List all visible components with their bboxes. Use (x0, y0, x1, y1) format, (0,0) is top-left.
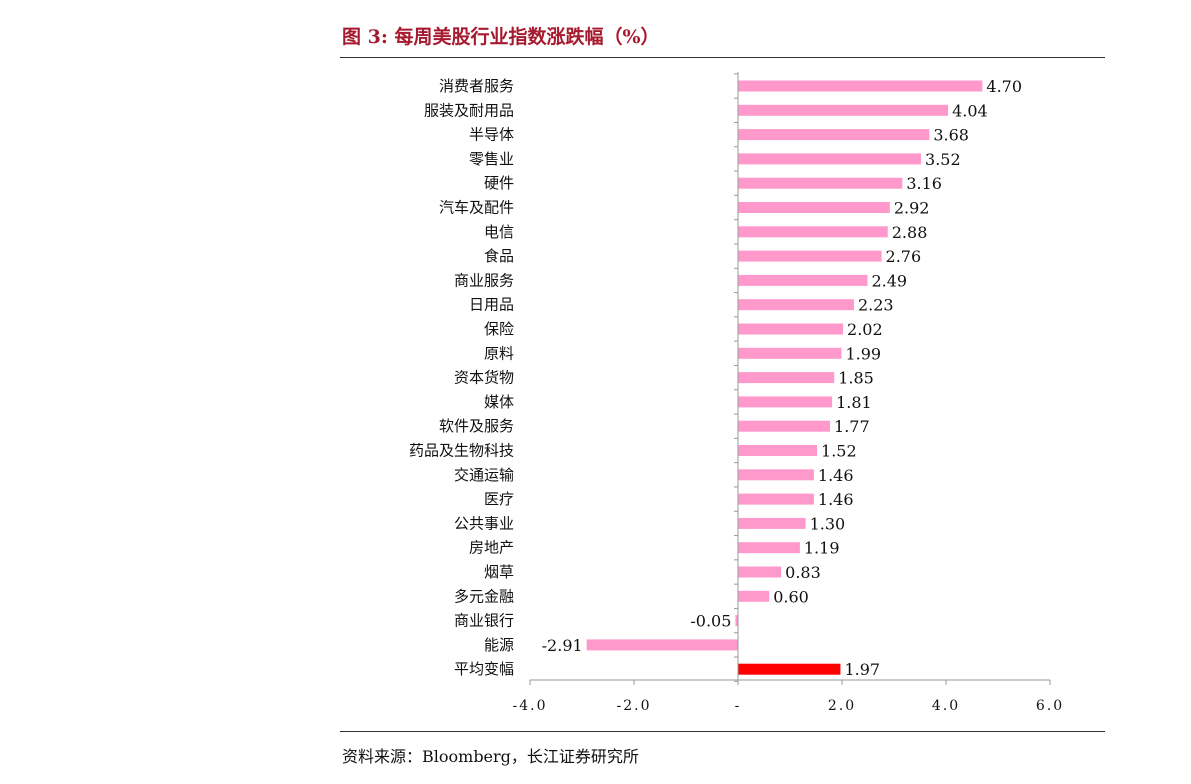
bar-16 (738, 469, 814, 481)
x-tick-labels-group: -4.0 -2.0-2.0 4.0 6.0 (513, 698, 1064, 714)
bar-23 (586, 639, 738, 651)
x-tick-label-3: 2.0 (828, 698, 856, 714)
value-label-11: 1.99 (845, 344, 881, 363)
axes-group (529, 72, 1051, 685)
category-label-10: 保险 (484, 320, 514, 338)
category-label-9: 日用品 (469, 296, 514, 314)
category-label-21: 多元金融 (454, 587, 514, 605)
bar-15 (738, 445, 818, 456)
x-tick-label-2: - (735, 698, 742, 714)
value-label-8: 2.49 (871, 271, 907, 290)
category-label-4: 硬件 (484, 174, 514, 192)
value-label-13: 1.81 (836, 393, 872, 412)
x-tick-label-5: 6.0 (1036, 698, 1064, 714)
source-note: 资料来源：Bloomberg，长江证券研究所 (342, 747, 639, 766)
value-label-2: 3.68 (933, 126, 969, 145)
category-labels-group: 消费者服务服装及耐用品半导体零售业硬件汽车及配件电信食品商业服务日用品保险原料资… (409, 77, 514, 678)
category-label-22: 商业银行 (454, 612, 514, 630)
value-label-7: 2.76 (886, 247, 922, 266)
category-label-16: 交通运输 (454, 466, 514, 484)
bar-22 (735, 615, 738, 627)
bar-13 (738, 396, 833, 408)
top-rule (340, 57, 1105, 58)
value-label-12: 1.85 (838, 369, 874, 388)
bar-1 (738, 104, 949, 116)
value-label-22: -0.05 (690, 612, 731, 631)
category-label-14: 软件及服务 (439, 417, 514, 435)
category-label-2: 半导体 (469, 126, 514, 144)
category-label-17: 医疗 (484, 490, 514, 508)
bars-group (586, 80, 983, 675)
category-label-6: 电信 (484, 223, 514, 241)
value-label-3: 3.52 (925, 150, 961, 169)
value-label-0: 4.70 (986, 77, 1022, 96)
bar-5 (738, 202, 890, 213)
bottom-rule (340, 731, 1105, 732)
category-label-7: 食品 (484, 247, 514, 265)
bar-17 (738, 493, 814, 505)
bar-4 (738, 177, 903, 189)
bar-8 (738, 274, 868, 286)
category-label-0: 消费者服务 (439, 77, 514, 95)
category-label-3: 零售业 (469, 150, 514, 168)
value-label-14: 1.77 (834, 417, 870, 436)
bar-6 (738, 226, 888, 238)
bar-21 (738, 590, 770, 602)
value-label-24: 1.97 (844, 660, 880, 679)
chart-title: 图 3: 每周美股行业指数涨跌幅（%） (342, 26, 660, 48)
bar-3 (738, 153, 922, 165)
x-tick-label-1: -2.0 (617, 698, 652, 714)
bar-11 (738, 347, 842, 359)
category-label-5: 汽车及配件 (439, 199, 514, 217)
value-label-4: 3.16 (906, 174, 942, 193)
value-label-16: 1.46 (818, 466, 854, 485)
bar-14 (738, 420, 831, 432)
category-label-24: 平均变幅 (454, 660, 514, 678)
value-label-19: 1.19 (804, 539, 840, 558)
bar-2 (738, 129, 930, 141)
value-label-18: 1.30 (810, 514, 846, 533)
bar-10 (738, 323, 844, 335)
value-label-5: 2.92 (894, 199, 930, 218)
bar-7 (738, 250, 882, 262)
value-label-17: 1.46 (818, 490, 854, 509)
category-label-20: 烟草 (484, 563, 514, 581)
bar-0 (738, 80, 983, 92)
value-label-21: 0.60 (773, 587, 809, 606)
bar-24 (738, 663, 841, 675)
bar-19 (738, 542, 800, 554)
value-label-10: 2.02 (847, 320, 883, 339)
category-label-23: 能源 (484, 636, 514, 654)
x-tick-label-4: 4.0 (932, 698, 960, 714)
category-label-19: 房地产 (469, 539, 514, 557)
value-label-23: -2.91 (542, 636, 583, 655)
category-label-13: 媒体 (484, 393, 514, 411)
category-label-15: 药品及生物科技 (409, 442, 514, 460)
category-label-1: 服装及耐用品 (424, 101, 514, 119)
bar-20 (738, 566, 782, 578)
bar-9 (738, 299, 854, 311)
category-label-18: 公共事业 (454, 514, 514, 532)
category-label-12: 资本货物 (454, 369, 514, 387)
value-label-15: 1.52 (821, 442, 857, 461)
category-label-11: 原料 (484, 344, 514, 362)
value-labels-group: 4.70 4.04 3.68 3.52 3.16 2.92 2.88 2.76 2.49 2.23… (542, 77, 1022, 679)
x-tick-label-0: -4.0 (513, 698, 548, 714)
category-label-8: 商业服务 (454, 271, 514, 289)
bar-18 (738, 517, 806, 529)
value-label-6: 2.88 (892, 223, 928, 242)
bar-12 (738, 372, 835, 384)
value-label-1: 4.04 (952, 101, 988, 120)
value-label-20: 0.83 (785, 563, 821, 582)
value-label-9: 2.23 (858, 296, 894, 315)
